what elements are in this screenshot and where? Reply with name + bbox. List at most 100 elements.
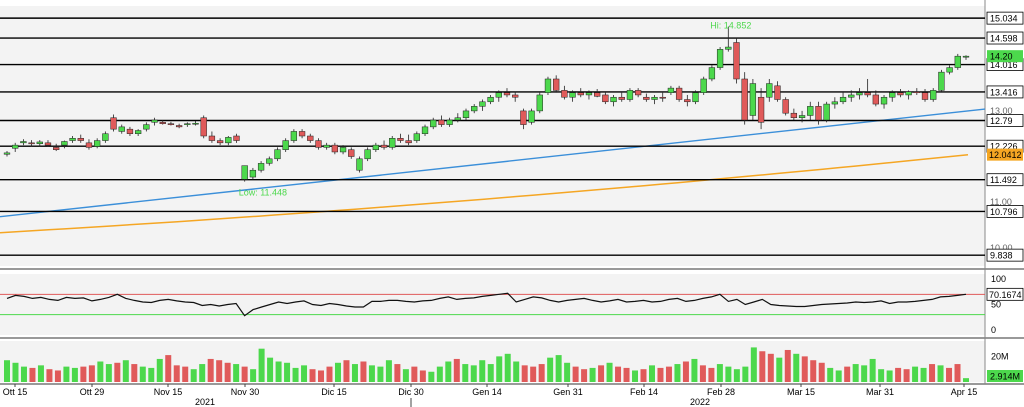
rsi-y-tick-label: 0 — [991, 325, 996, 335]
volume-bar — [530, 366, 537, 382]
level-label-box — [986, 31, 1024, 45]
volume-bar — [139, 366, 146, 382]
volume-bar — [632, 370, 639, 382]
candle-up — [954, 55, 961, 68]
level-label: 11.492 — [990, 175, 1017, 185]
moving-average-line — [0, 153, 969, 234]
candle-down — [397, 138, 404, 141]
volume-bar — [844, 366, 851, 382]
candle-up — [544, 78, 552, 93]
volume-bar — [699, 365, 706, 382]
candle-up — [905, 91, 912, 96]
candle-down — [561, 90, 568, 98]
price-y-tick-label: 10.00 — [990, 243, 1013, 253]
candle-up — [479, 101, 486, 107]
candle-up — [143, 124, 150, 130]
volume-bar — [547, 357, 554, 382]
candle-up — [249, 169, 257, 178]
volume-last-tag: 2.914M — [990, 372, 1020, 382]
rsi-last-tag-bg — [986, 287, 1024, 301]
volume-bar — [682, 361, 689, 382]
volume-bar — [351, 364, 358, 382]
volume-bar — [428, 371, 435, 382]
volume-bar — [665, 366, 672, 382]
candle-down — [684, 99, 691, 103]
candle-down — [298, 131, 306, 137]
level-label-box — [986, 85, 1024, 99]
candle-up — [12, 144, 19, 149]
candle-down — [577, 92, 584, 96]
price-y-tick-label: 11.00 — [990, 197, 1012, 207]
candle-down — [864, 92, 871, 96]
volume-bar — [861, 365, 868, 382]
volume-bar — [436, 366, 443, 382]
volume-bar — [776, 357, 783, 382]
level-label: 10.796 — [990, 207, 1018, 217]
volume-bar — [598, 365, 605, 382]
volume-bar — [716, 364, 723, 382]
rsi-y-tick-label: 50 — [991, 300, 1001, 310]
ma-tag: 12.0412 — [989, 150, 1022, 160]
candle-down — [348, 149, 355, 157]
x-tick-label: Mar 15 — [787, 387, 815, 397]
volume-bar — [479, 360, 486, 382]
x-tick-label: Apr 15 — [951, 387, 978, 397]
candle-up — [692, 92, 699, 103]
candle-down — [159, 122, 166, 124]
candle-down — [602, 94, 609, 103]
volume-bar — [368, 365, 375, 382]
candle-up — [430, 119, 437, 128]
candle-up — [880, 96, 888, 105]
candle-up — [364, 149, 371, 160]
candle-up — [766, 83, 773, 98]
x-tick-label: Nov 30 — [231, 387, 260, 397]
candle-up — [274, 149, 281, 160]
volume-bar — [292, 367, 299, 382]
candles-group — [3, 26, 970, 182]
candle-up — [372, 144, 379, 150]
volume-bar — [97, 361, 104, 382]
candle-up — [749, 83, 757, 116]
volume-bar — [445, 361, 452, 382]
volume-bar — [572, 366, 579, 382]
candle-up — [807, 106, 814, 116]
volume-bar — [241, 366, 248, 382]
candle-down — [512, 94, 519, 98]
candle-down — [741, 78, 748, 121]
candle-up — [962, 55, 970, 58]
volume-bar — [88, 365, 95, 382]
volume-bar — [674, 364, 681, 382]
candle-down — [216, 140, 224, 144]
x-tick-label: Feb 14 — [630, 387, 658, 397]
candle-up — [626, 90, 634, 100]
x-year-label: 2022 — [690, 397, 710, 407]
volume-bar — [4, 360, 10, 382]
candle-up — [184, 123, 191, 125]
candle-up — [413, 133, 420, 141]
candle-down — [733, 42, 740, 80]
volume-bar — [377, 366, 384, 382]
volume-bar — [29, 367, 36, 382]
rsi-panel-bg — [0, 274, 985, 335]
volume-bar — [564, 362, 571, 382]
volume-bar — [835, 370, 842, 382]
candle-down — [85, 142, 93, 148]
candle-down — [897, 92, 904, 96]
candle-down — [503, 92, 511, 96]
candle-down — [438, 119, 445, 125]
candle-up — [192, 122, 199, 125]
candle-up — [94, 140, 101, 147]
candle-down — [913, 91, 920, 94]
volume-bar — [156, 358, 163, 382]
candle-up — [151, 119, 158, 123]
candle-up — [69, 138, 76, 141]
rsi-line — [6, 292, 967, 317]
volume-bar — [733, 369, 740, 382]
volume-bar — [725, 366, 732, 382]
volume-bar — [767, 353, 774, 382]
volume-bar — [190, 369, 197, 382]
candle-down — [380, 144, 388, 148]
volume-bar — [759, 351, 766, 382]
volume-bar — [80, 366, 87, 382]
